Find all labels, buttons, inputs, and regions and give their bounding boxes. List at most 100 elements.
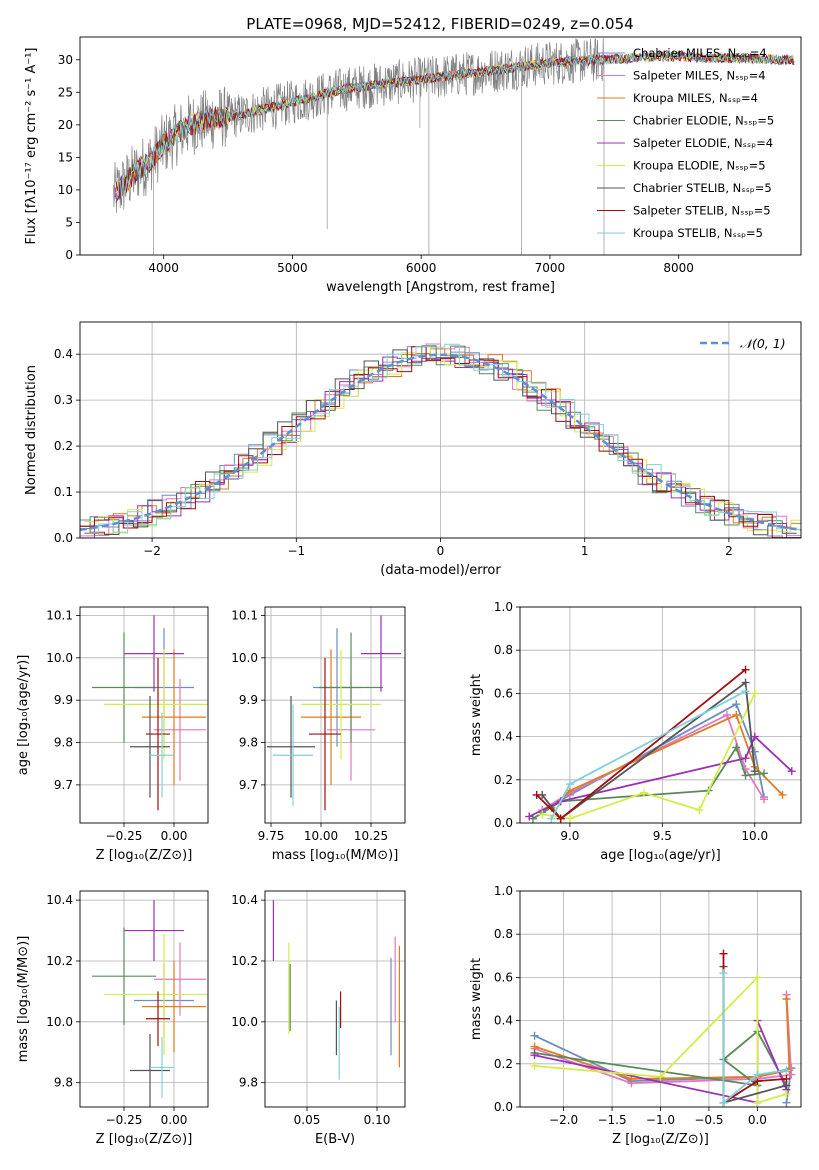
y-tick-label: 10.2	[231, 954, 258, 968]
series-marker-4	[787, 767, 796, 776]
x-tick-label: 1	[581, 544, 589, 558]
histogram-step-5	[84, 346, 801, 534]
panel-mass_vs_Z: −0.25 0.00 9.8 10.0 10.2 10.4 Z [log₁₀(Z/Z⊙)] m…	[16, 890, 209, 1147]
y-tick-label: 10.0	[46, 1015, 73, 1029]
histogram-step-7	[80, 346, 801, 538]
panel-mass_vs_ebv: 0.05 0.10 9.8 10.0 10.2 10.4 E(B-V)	[231, 890, 406, 1147]
x-axis-label: Z [log₁₀(Z/Z⊙)]	[96, 1132, 193, 1147]
y-tick-label: 5	[65, 215, 73, 229]
x-tick-label: −1	[287, 544, 305, 558]
x-tick-label: −0.25	[106, 829, 143, 843]
series-line-8	[722, 973, 787, 1105]
y-tick-label: 10.0	[231, 651, 258, 665]
x-tick-label: 7000	[535, 261, 566, 275]
x-tick-label: −1.0	[646, 1113, 675, 1127]
series-line-3	[532, 745, 765, 820]
y-tick-label: 0.3	[54, 393, 73, 407]
series-marker-8	[719, 969, 728, 978]
y-tick-label: 10.0	[46, 651, 73, 665]
y-tick-label: 10	[58, 183, 73, 197]
plot-area-weight_vs_Z	[530, 949, 796, 1107]
x-axis-label: age [log₁₀(age/yr)]	[600, 848, 721, 863]
y-tick-label: 15	[58, 150, 73, 164]
series-marker-7	[741, 665, 750, 674]
y-axis-label: Normed distribution	[24, 365, 39, 495]
y-tick-label: 9.8	[54, 1076, 73, 1090]
series-marker-5	[750, 689, 759, 698]
plot-area-spectrum	[113, 37, 795, 255]
series-marker-5	[530, 1061, 539, 1070]
series-marker-4	[741, 754, 750, 763]
series-marker-7	[556, 814, 565, 823]
axes-frame	[79, 606, 209, 824]
y-tick-label: 25	[58, 85, 73, 99]
series-marker-5	[753, 1098, 762, 1107]
y-tick-label: 9.8	[239, 736, 258, 750]
panel-spectrum: 4000 5000 6000 7000 8000 0 5 10 15 20 25 30 waveleng…	[24, 36, 802, 295]
legend-label: Chabrier STELIB, Nₛₛₚ=5	[633, 181, 772, 195]
plot-area-mass_vs_Z	[92, 900, 208, 1107]
y-axis-label: Flux [fλ10⁻¹⁷ erg cm⁻² s⁻¹ A⁻¹]	[24, 48, 39, 245]
series-marker-4	[530, 1051, 539, 1060]
series-marker-5	[753, 973, 762, 982]
panel-residuals: −2 −1 0 1 2 0.0 0.1 0.2 0.3 0.4 (data-model)/error…	[24, 321, 802, 578]
axes-frame	[519, 606, 802, 824]
y-tick-label: 10.4	[231, 893, 258, 907]
y-axis-label: age [log₁₀(age/yr)]	[16, 655, 31, 776]
y-tick-label: 10.2	[46, 954, 73, 968]
y-tick-label: 10.1	[46, 608, 73, 622]
panel-weight_vs_age: 9.0 9.5 10.0 0.0 0.2 0.4 0.6 0.8 1.0 age [log₁₀(a…	[469, 600, 802, 863]
y-tick-label: 9.9	[54, 693, 73, 707]
series-marker-0	[732, 700, 741, 709]
plot-area-residuals	[80, 343, 801, 538]
series-marker-3	[741, 771, 750, 780]
legend-label: Salpeter MILES, Nₛₛₚ=4	[633, 69, 766, 83]
series-marker-2	[778, 790, 787, 799]
x-tick-label: −2.0	[549, 1113, 578, 1127]
x-tick-label: 10.00	[304, 829, 338, 843]
y-tick-label: 0.4	[494, 1014, 513, 1028]
x-tick-label: 10.0	[741, 829, 768, 843]
series-marker-5	[782, 1090, 791, 1099]
x-tick-label: 0.00	[161, 1113, 188, 1127]
series-marker-2	[732, 711, 741, 719]
series-marker-5	[639, 788, 648, 797]
histogram-step-2	[84, 348, 801, 535]
plot-area-age_vs_Z	[92, 615, 208, 811]
panel-age_vs_mass: 9.75 10.00 10.25 9.7 9.8 9.9 10.0 10.1 mass [log…	[231, 606, 406, 863]
histogram-step-8	[84, 343, 801, 534]
x-tick-label: 9.75	[258, 829, 285, 843]
x-tick-label: 8000	[663, 261, 694, 275]
y-tick-label: 0.8	[494, 643, 513, 657]
y-tick-label: 9.8	[54, 736, 73, 750]
panels: 4000 5000 6000 7000 8000051015202530waveleng…	[16, 36, 802, 1147]
series-marker-8	[719, 1098, 728, 1107]
series-marker-6	[741, 678, 750, 687]
legend-label: Kroupa MILES, Nₛₛₚ=4	[633, 91, 758, 105]
y-tick-label: 1.0	[494, 600, 513, 614]
y-tick-label: 30	[58, 53, 73, 67]
x-axis-label: Z [log₁₀(Z/Z⊙)]	[612, 1132, 709, 1147]
y-tick-label: 0.0	[54, 531, 73, 545]
y-axis-label: mass [log₁₀(M/M⊙)]	[16, 936, 31, 1063]
plot-area-age_vs_mass	[267, 615, 401, 811]
series-marker-8	[782, 1066, 791, 1075]
legend-label: Kroupa STELIB, Nₛₛₚ=5	[633, 226, 763, 240]
y-tick-label: 10.1	[231, 608, 258, 622]
legend-label: Salpeter ELODIE, Nₛₛₚ=4	[633, 136, 773, 150]
model-spectrum-line-8	[116, 50, 795, 198]
y-tick-label: 0.6	[494, 686, 513, 700]
series-marker-3	[732, 743, 741, 752]
x-tick-label: −1.5	[597, 1113, 626, 1127]
series-marker-8	[753, 1070, 762, 1079]
y-tick-label: 9.9	[239, 693, 258, 707]
y-tick-label: 0.4	[494, 730, 513, 744]
series-marker-2	[782, 995, 791, 1003]
y-tick-label: 0.4	[54, 347, 73, 361]
x-tick-label: 2	[725, 544, 733, 558]
y-tick-label: 0.2	[494, 1057, 513, 1071]
histogram-step-3	[80, 345, 797, 530]
y-tick-label: 0.6	[494, 970, 513, 984]
series-marker-1	[723, 711, 732, 719]
